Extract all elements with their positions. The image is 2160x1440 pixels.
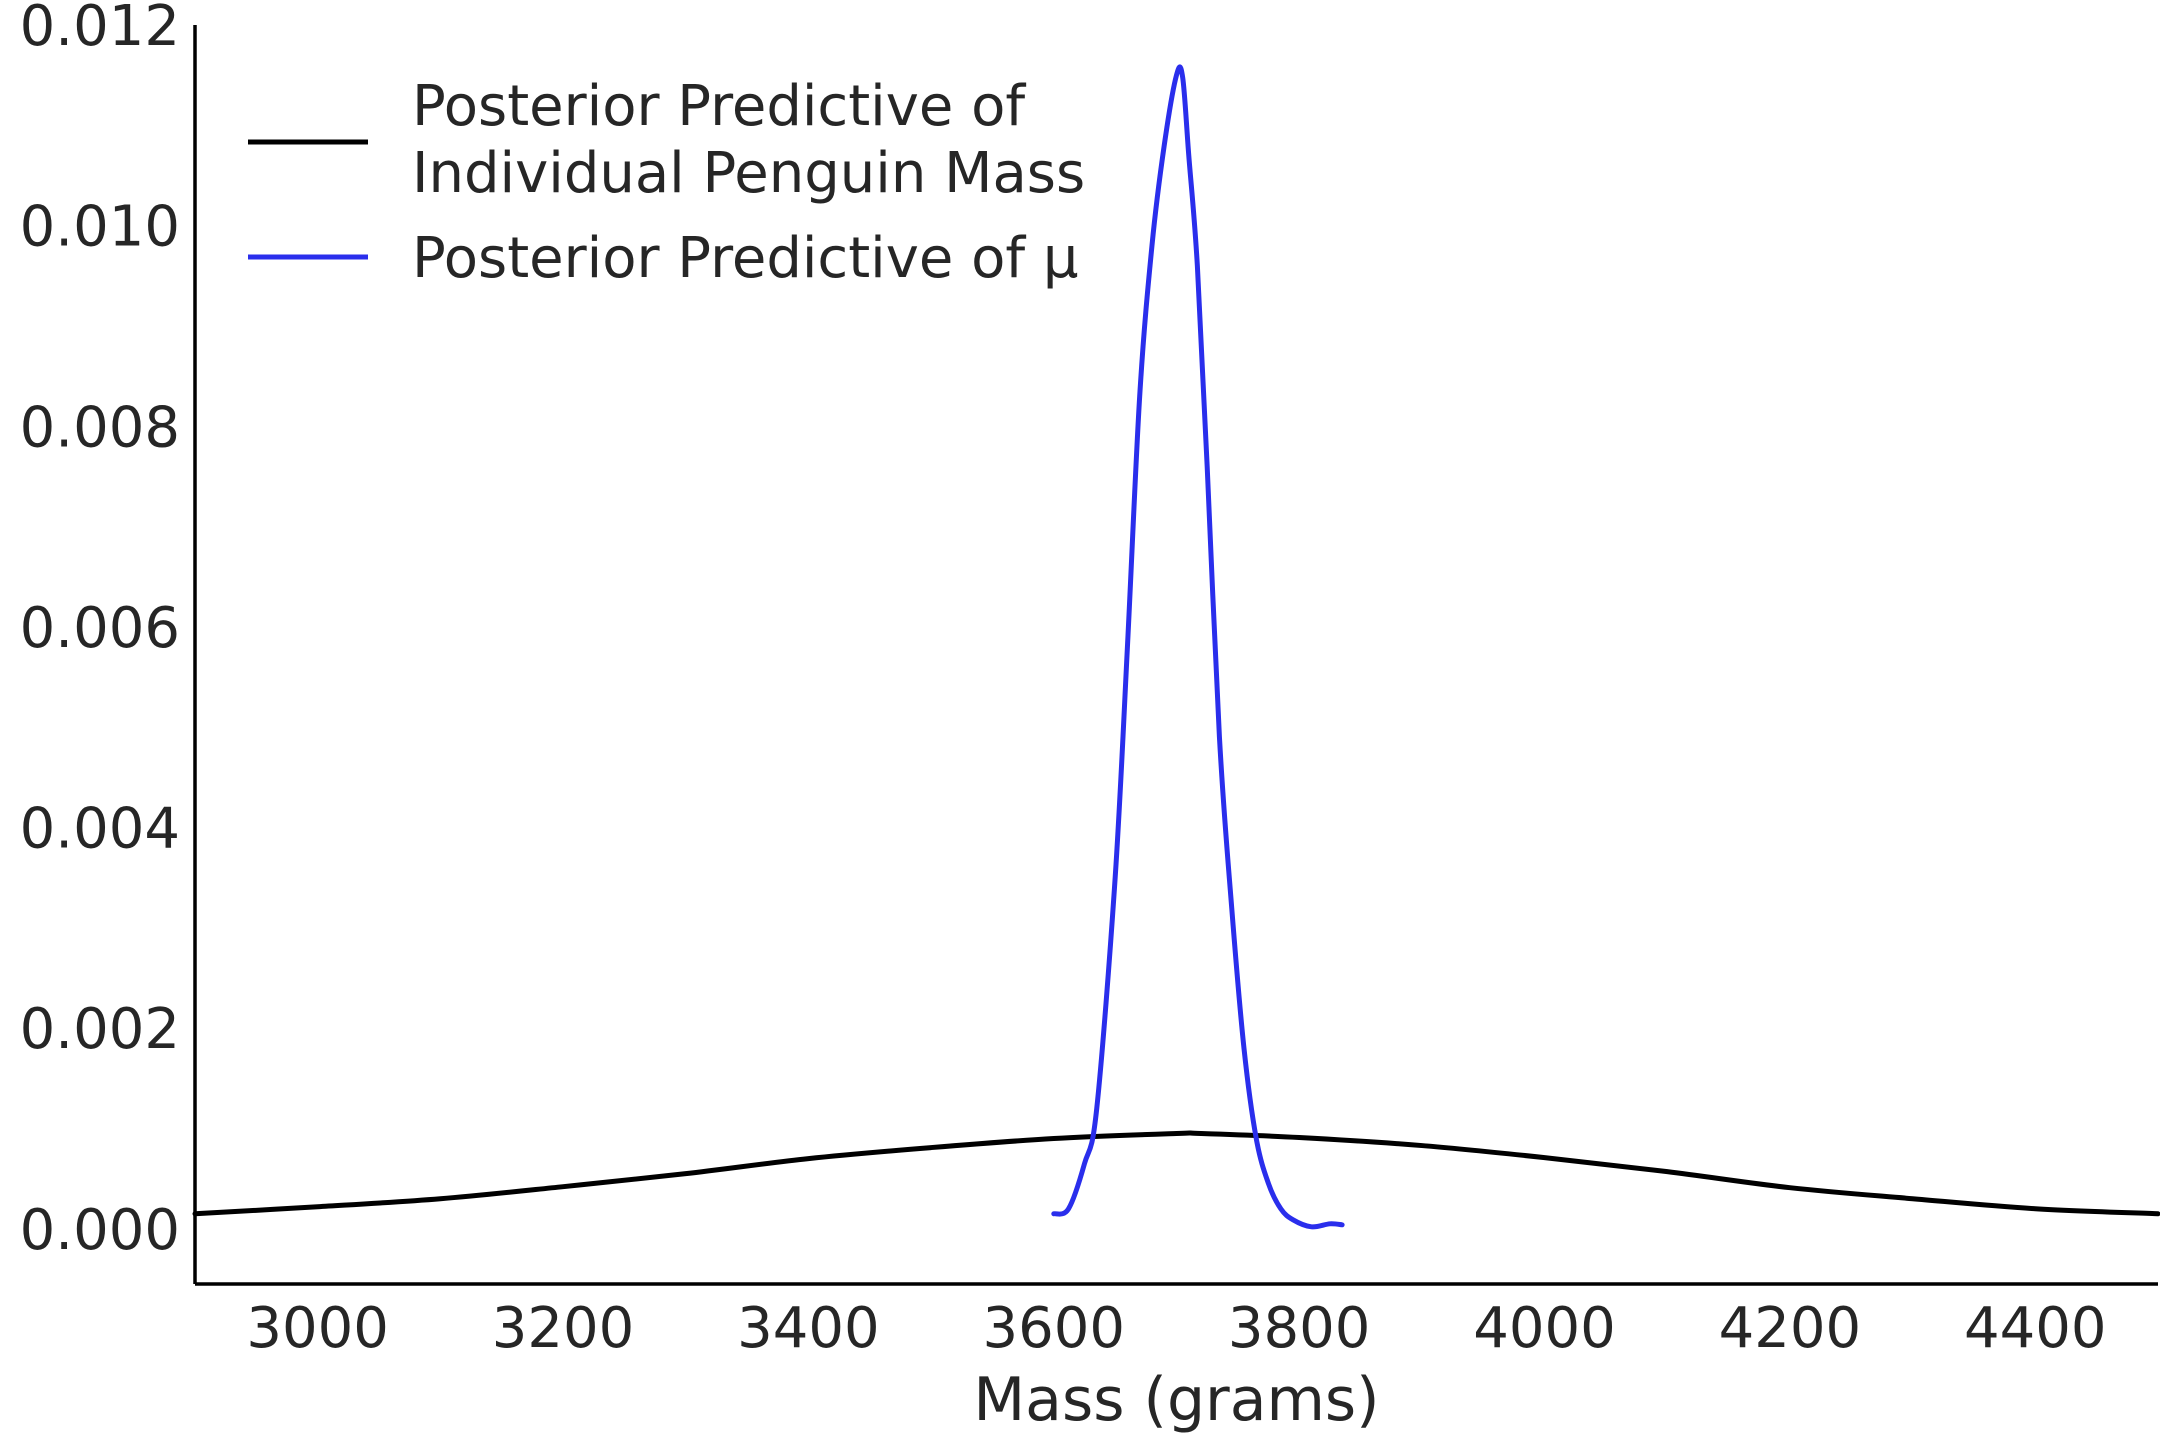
y-tick-label: 0.006 (20, 596, 180, 661)
x-tick-label: 4200 (1719, 1296, 1862, 1361)
y-tick-label: 0.000 (20, 1198, 180, 1263)
x-tick-label: 3000 (246, 1296, 389, 1361)
y-tick-label: 0.004 (20, 797, 180, 862)
series-lines (192, 64, 2160, 1230)
legend-label: Posterior Predictive of (412, 74, 1026, 139)
y-axis-ticks: 0.000 0.002 0.004 0.006 0.008 0.010 0.012 (20, 0, 180, 1263)
mu-density-line (1051, 64, 1345, 1230)
x-axis-ticks: 3000 3200 3400 3600 3800 4000 4200 4400 (246, 1296, 2106, 1361)
x-tick-label: 4400 (1964, 1296, 2107, 1361)
legend-label: Posterior Predictive of μ (412, 226, 1079, 291)
y-tick-label: 0.010 (20, 195, 180, 260)
legend-label: Individual Penguin Mass (412, 141, 1085, 206)
x-tick-label: 3800 (1228, 1296, 1371, 1361)
x-axis-title: Mass (grams) (973, 1365, 1379, 1435)
y-tick-label: 0.008 (20, 395, 180, 460)
y-tick-label: 0.012 (20, 0, 180, 59)
individual-mass-density-line (192, 1130, 2160, 1217)
x-tick-label: 3200 (492, 1296, 635, 1361)
x-tick-label: 4000 (1473, 1296, 1616, 1361)
x-tick-label: 3400 (737, 1296, 880, 1361)
axes (193, 25, 2158, 1286)
x-tick-label: 3600 (983, 1296, 1126, 1361)
y-tick-label: 0.002 (20, 997, 180, 1062)
